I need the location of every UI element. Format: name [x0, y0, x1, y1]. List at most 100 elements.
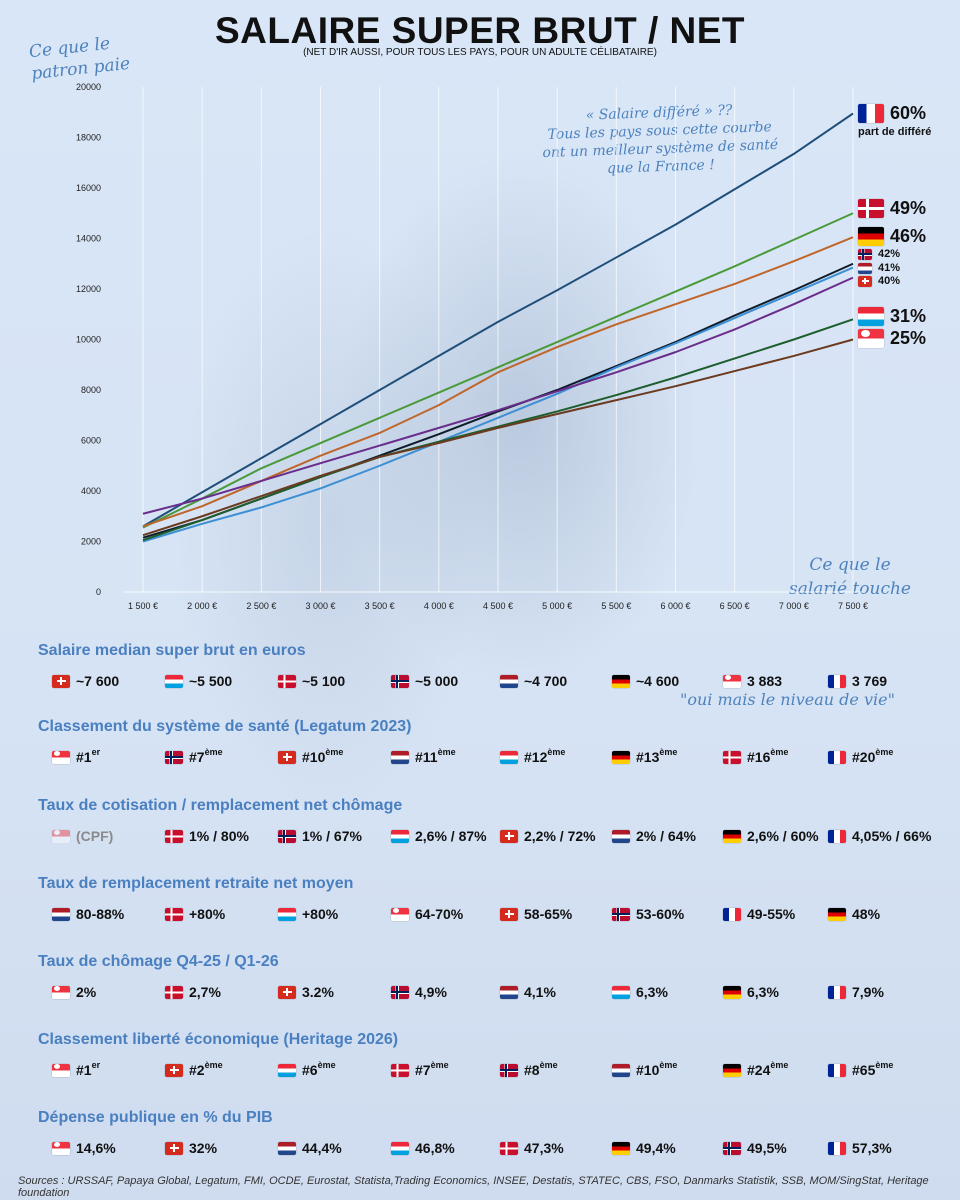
- flag-ch-icon: [52, 674, 70, 688]
- value-suffix: ème: [437, 747, 456, 757]
- value-text: ~5 100: [302, 673, 346, 689]
- country-value-ch: #2ème: [165, 1060, 223, 1078]
- country-value-dk: 47,3%: [500, 1140, 564, 1156]
- value-suffix: ème: [430, 1060, 449, 1070]
- y-tick-label: 10000: [76, 335, 101, 345]
- flag-sg-icon: [52, 985, 70, 999]
- end-label-nl: 41%: [858, 262, 900, 274]
- end-label-ch: 40%: [858, 275, 900, 287]
- country-value-dk: #16ème: [723, 747, 788, 765]
- country-value-nl: #10ème: [612, 1060, 677, 1078]
- flag-no-icon: [391, 674, 409, 688]
- section-title: Taux de cotisation / remplacement net ch…: [38, 797, 403, 814]
- country-value-dk: #7ème: [391, 1060, 449, 1078]
- flag-dk-icon: [165, 829, 183, 843]
- section-row: 14,6% 32% 44,4% 46,8% 47,3% 49,4% 49,5% 57,3%: [0, 1140, 960, 1160]
- value-text: 4,05% / 66%: [852, 828, 932, 844]
- value-text: 2,6% / 60%: [747, 828, 819, 844]
- y-tick-label: 16000: [76, 183, 101, 193]
- value-text: 57,3%: [852, 1140, 892, 1156]
- y-tick-label: 2000: [81, 537, 101, 547]
- value-text: 44,4%: [302, 1140, 342, 1156]
- flag-no-icon: [500, 1063, 518, 1077]
- flag-no-icon: [165, 750, 183, 764]
- country-value-de: #13ème: [612, 747, 677, 765]
- value-text: #13: [636, 749, 660, 765]
- section-row: (CPF) 1% / 80% 1% / 67% 2,6% / 87% 2,2% / 72…: [0, 828, 960, 848]
- section-title: Classement liberté économique (Heritage …: [38, 1031, 399, 1048]
- value-text: 49,4%: [636, 1140, 676, 1156]
- country-value-dk: ~5 100: [278, 673, 345, 689]
- country-value-sg: 64-70%: [391, 906, 463, 922]
- series-line-fr: [142, 112, 854, 528]
- end-label-value: 40%: [878, 275, 901, 287]
- flag-fr-icon: [828, 985, 846, 999]
- salary-chart: 0 2000 4000 6000 8000 10000 12000 14000 16000 180…: [76, 82, 868, 611]
- flag-de-icon: [858, 227, 884, 246]
- x-tick-label: 6 500 €: [720, 601, 750, 611]
- flag-sg-icon: [723, 674, 741, 688]
- value-text: +80%: [189, 906, 226, 922]
- flag-lu-icon: [165, 674, 183, 688]
- value-text: 49-55%: [747, 906, 796, 922]
- flag-ch-icon: [278, 750, 296, 764]
- value-text: ~4 600: [636, 673, 680, 689]
- annotation-salarie-line: salarié touche: [788, 579, 911, 599]
- country-value-nl: 4,1%: [500, 984, 556, 1000]
- series-line-lu: [142, 318, 854, 542]
- y-tick-label: 12000: [76, 284, 101, 294]
- country-value-ch: 2,2% / 72%: [500, 828, 596, 844]
- flag-nl-icon: [500, 985, 518, 999]
- section-row: ~7 600 ~5 500 ~5 100 ~5 000 ~4 700 ~4 600 3 88…: [0, 673, 960, 693]
- flag-dk-icon: [165, 907, 183, 921]
- value-text: 6,3%: [747, 984, 779, 1000]
- end-label-value: 46%: [890, 226, 927, 246]
- flag-nl-icon: [278, 1141, 296, 1155]
- value-text: 53-60%: [636, 906, 685, 922]
- flag-lu-icon: [500, 750, 518, 764]
- flag-de-icon: [612, 1141, 630, 1155]
- country-value-lu: 46,8%: [391, 1140, 455, 1156]
- country-value-ch: 32%: [165, 1140, 217, 1156]
- flag-nl-icon: [858, 262, 872, 274]
- flag-sg-icon: [52, 750, 70, 764]
- series-line-ch: [142, 276, 854, 515]
- end-label-lu: 31%: [858, 306, 926, 327]
- end-label-dk: 49%: [858, 198, 926, 219]
- country-value-no: #7ème: [165, 747, 223, 765]
- flag-no-icon: [391, 985, 409, 999]
- value-text: 32%: [189, 1140, 218, 1156]
- country-value-sg: 3 883: [723, 673, 782, 689]
- x-tick-label: 2 500 €: [246, 601, 276, 611]
- section-title: Dépense publique en % du PIB: [38, 1109, 273, 1126]
- flag-de-icon: [723, 1063, 741, 1077]
- x-tick-label: 7 500 €: [838, 601, 868, 611]
- value-text: 14,6%: [76, 1140, 116, 1156]
- x-tick-label: 2 000 €: [187, 601, 217, 611]
- annotation-salarie-line: Ce que le: [809, 555, 891, 575]
- flag-sg-icon: [52, 829, 70, 843]
- value-text: 2%: [76, 984, 97, 1000]
- flag-fr-icon: [828, 829, 846, 843]
- flag-dk-icon: [278, 674, 296, 688]
- y-tick-label: 4000: [81, 486, 101, 496]
- flag-fr-icon: [723, 907, 741, 921]
- value-suffix: ème: [770, 1060, 789, 1070]
- country-value-lu: +80%: [278, 906, 338, 922]
- flag-lu-icon: [391, 1141, 409, 1155]
- value-suffix: ème: [875, 747, 894, 757]
- flag-no-icon: [612, 907, 630, 921]
- value-text: #11: [415, 749, 438, 765]
- flag-sg-icon: [52, 1141, 70, 1155]
- value-text: #1: [76, 749, 92, 765]
- x-tick-label: 7 000 €: [779, 601, 809, 611]
- y-tick-label: 6000: [81, 436, 101, 446]
- end-label-no: 42%: [858, 248, 900, 260]
- flag-fr-icon: [828, 750, 846, 764]
- country-value-sg: (CPF): [52, 828, 113, 844]
- flag-lu-icon: [391, 829, 409, 843]
- value-text: ~5 500: [189, 673, 233, 689]
- flag-lu-icon: [612, 985, 630, 999]
- series-line-nl: [142, 266, 854, 543]
- country-value-ch: 58-65%: [500, 906, 572, 922]
